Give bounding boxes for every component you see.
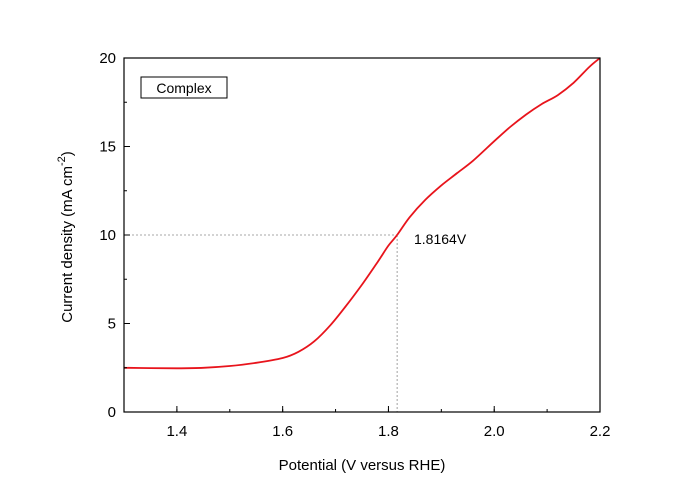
- y-tick-label: 0: [108, 404, 116, 421]
- y-axis-ticks: 0 5 10 15 20: [99, 50, 130, 421]
- x-tick-label: 1.4: [166, 423, 187, 440]
- y-axis-title-main: Current density (mA cm: [59, 166, 76, 323]
- x-tick-label: 2.2: [590, 423, 611, 440]
- y-tick-label: 15: [99, 139, 116, 156]
- y-axis-title-superscript: -2: [56, 156, 68, 166]
- x-tick-label: 2.0: [484, 423, 505, 440]
- y-tick-label: 20: [99, 50, 116, 67]
- legend: Complex: [140, 76, 228, 99]
- y-tick-label: 5: [108, 316, 116, 333]
- reference-lines: [124, 234, 398, 412]
- legend-box: [140, 76, 228, 99]
- y-axis-title: Current density (mA cm-2): [56, 151, 76, 323]
- y-tick-label: 10: [99, 227, 116, 244]
- x-tick-label: 1.6: [272, 423, 293, 440]
- x-axis-title: Potential (V versus RHE): [279, 457, 446, 474]
- x-tick-label: 1.8: [378, 423, 399, 440]
- series-layer: [123, 57, 601, 370]
- annotation-onset-potential: 1.8164V: [414, 231, 467, 247]
- series-line-complex: [123, 57, 601, 370]
- x-axis-ticks: 1.4 1.6 1.8 2.0 2.2: [123, 406, 611, 440]
- legend-entry-complex: Complex: [156, 80, 211, 96]
- y-axis-title-close: ): [59, 151, 76, 156]
